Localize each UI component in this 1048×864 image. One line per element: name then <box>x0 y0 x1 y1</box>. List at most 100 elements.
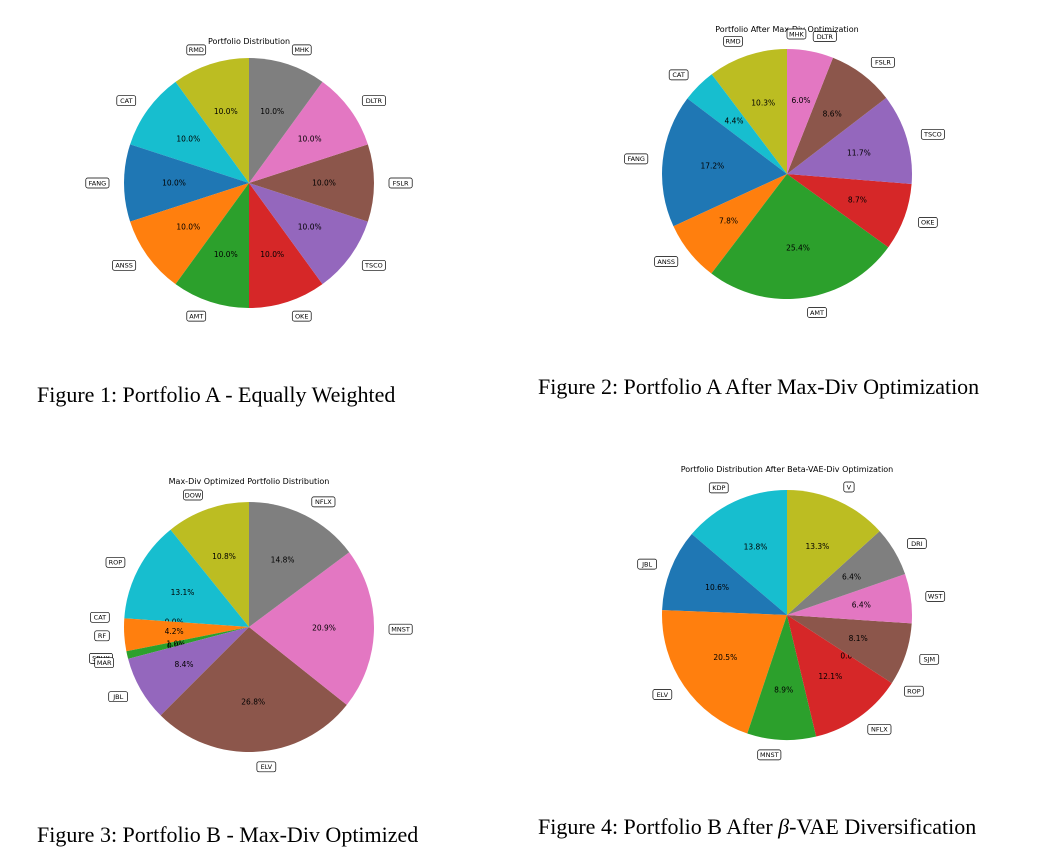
pie-slice-fang <box>124 144 249 222</box>
ticker-box <box>291 310 312 322</box>
ticker-label-cat: CAT <box>90 611 110 623</box>
pct-label-dri: 6.4% <box>842 572 861 581</box>
ticker-text: CAT <box>94 614 106 622</box>
pie-slice-amt <box>175 183 249 308</box>
pct-label-fang: 10.0% <box>162 179 186 188</box>
ticker-label-oke: OKE <box>291 310 312 322</box>
pct-label-tsco: 10.0% <box>298 223 322 232</box>
ticker-text: WST <box>928 593 943 601</box>
ticker-text: DLTR <box>817 33 834 41</box>
ticker-label-jbl: JBL <box>108 691 128 703</box>
pie-slice-cat <box>687 74 787 174</box>
ticker-text: ROP <box>109 559 123 567</box>
chart-portfolio-a-maxdiv: Portfolio After Max-Div Optimization0.0%… <box>524 0 1048 360</box>
ticker-label-dri: DRI <box>907 538 927 549</box>
figure-2-caption: Figure 2: Portfolio A After Max-Div Opti… <box>538 374 980 399</box>
pie-slice-anss <box>130 183 249 285</box>
pie-slice-rmd <box>711 49 787 174</box>
figure-3-caption: Figure 3: Portfolio B - Max-Div Optimize… <box>37 822 419 847</box>
pie-slice-cat <box>130 81 249 183</box>
figure-4-caption-beta: β <box>778 814 790 839</box>
pie-slice-dow <box>170 502 249 627</box>
chart-title: Max-Div Optimized Portfolio Distribution <box>169 477 330 486</box>
ticker-text: ANSS <box>115 262 133 270</box>
ticker-box <box>708 482 729 494</box>
ticker-box <box>919 653 940 665</box>
ticker-text: DLTR <box>366 97 383 105</box>
pct-label-nflx: 12.1% <box>818 672 842 681</box>
ticker-text: MHK <box>789 30 804 38</box>
pct-label-fang: 17.2% <box>700 161 724 170</box>
ticker-text: OKE <box>295 312 309 320</box>
pie-slice-jbl <box>662 534 787 615</box>
pct-label-elv: 26.8% <box>241 697 265 706</box>
ticker-box <box>361 95 386 107</box>
ticker-label-mhk: MHK <box>786 28 807 40</box>
pie-slice-rop <box>124 529 249 627</box>
pct-label-fslr: 8.6% <box>823 110 842 119</box>
pie-slice-sjm <box>787 615 912 684</box>
ticker-text: DOW <box>185 491 202 499</box>
pct-label-jbl: 8.4% <box>174 660 193 669</box>
pie-slice-fslr <box>787 57 887 175</box>
ticker-box <box>85 177 110 189</box>
ticker-box <box>843 481 855 493</box>
pct-label-oke: 8.7% <box>848 195 867 204</box>
pie-slice-dri <box>787 531 906 615</box>
ticker-label-rop: ROP <box>904 685 924 697</box>
ticker-label-fang: FANG <box>85 177 110 189</box>
pie-chart-2: Portfolio After Max-Div Optimization0.0%… <box>624 25 945 318</box>
pct-label-rmd: 10.3% <box>751 98 775 107</box>
pie-slice-rf <box>124 618 249 652</box>
ticker-label-dltr: DLTR <box>812 31 837 42</box>
ticker-box <box>723 35 743 47</box>
pie-slice-rmd <box>175 57 249 183</box>
ticker-label-nflx: NFLX <box>867 723 892 735</box>
ticker-text: ANSS <box>657 258 675 266</box>
chart-title: Portfolio After Max-Div Optimization <box>715 25 858 34</box>
ticker-label-kdp: KDP <box>708 482 729 494</box>
pct-label-rf: 4.2% <box>165 627 184 636</box>
ticker-box <box>918 217 938 228</box>
ticker-box <box>108 691 128 703</box>
pct-label-cat: 10.0% <box>176 134 200 143</box>
ticker-label-oke: OKE <box>918 217 938 228</box>
pct-label-rmd: 10.0% <box>214 107 238 116</box>
pie-slice-fslr <box>249 144 374 222</box>
pct-label-tsco: 11.7% <box>847 148 871 157</box>
pie-slice-tsco <box>249 183 368 285</box>
ticker-text: JBL <box>641 560 652 568</box>
ticker-box <box>867 723 892 735</box>
pie-slice-mnst <box>249 552 375 705</box>
ticker-label-rf: RF <box>94 630 110 642</box>
pie-slice-anss <box>673 174 787 274</box>
pct-label-anss: 10.0% <box>176 223 200 232</box>
pie-slice-kdp <box>691 490 787 615</box>
ticker-label-fslr: FSLR <box>388 177 413 189</box>
pie-slice-amt <box>711 174 889 300</box>
pct-label-mar: 0.0% <box>167 642 186 651</box>
ticker-label-anss: ANSS <box>654 256 679 267</box>
ticker-text: FANG <box>627 155 645 163</box>
ticker-text: KDP <box>712 484 725 492</box>
pct-label-nflx: 14.8% <box>271 556 295 565</box>
ticker-label-rmd: RMD <box>723 35 743 47</box>
pie-slice-fang <box>662 98 787 227</box>
chart-portfolio-a-equal: Portfolio Distribution 10.0% RMD 10.0% CAT 10… <box>0 0 524 360</box>
pie-slice-jbl <box>128 627 249 716</box>
ticker-text: MNST <box>760 751 779 759</box>
ticker-box <box>654 256 679 267</box>
ticker-label-elv: ELV <box>652 689 673 700</box>
ticker-text: AMT <box>189 312 203 320</box>
ticker-box <box>786 28 807 40</box>
chart-title: Portfolio Distribution <box>208 37 290 46</box>
pct-label-fslr: 10.0% <box>312 179 336 188</box>
chart-portfolio-b-maxdiv: Max-Div Optimized Portfolio Distribution… <box>0 470 524 800</box>
pie-chart-3: Max-Div Optimized Portfolio Distribution… <box>89 477 413 773</box>
figure-1-caption: Figure 1: Portfolio A - Equally Weighted <box>37 382 396 407</box>
ticker-label-jbl: JBL <box>637 558 657 570</box>
pct-label-wst: 6.4% <box>852 601 871 610</box>
pie-slice-dltr <box>787 49 833 174</box>
ticker-label-dltr: DLTR <box>361 95 386 107</box>
ticker-box <box>291 44 312 56</box>
